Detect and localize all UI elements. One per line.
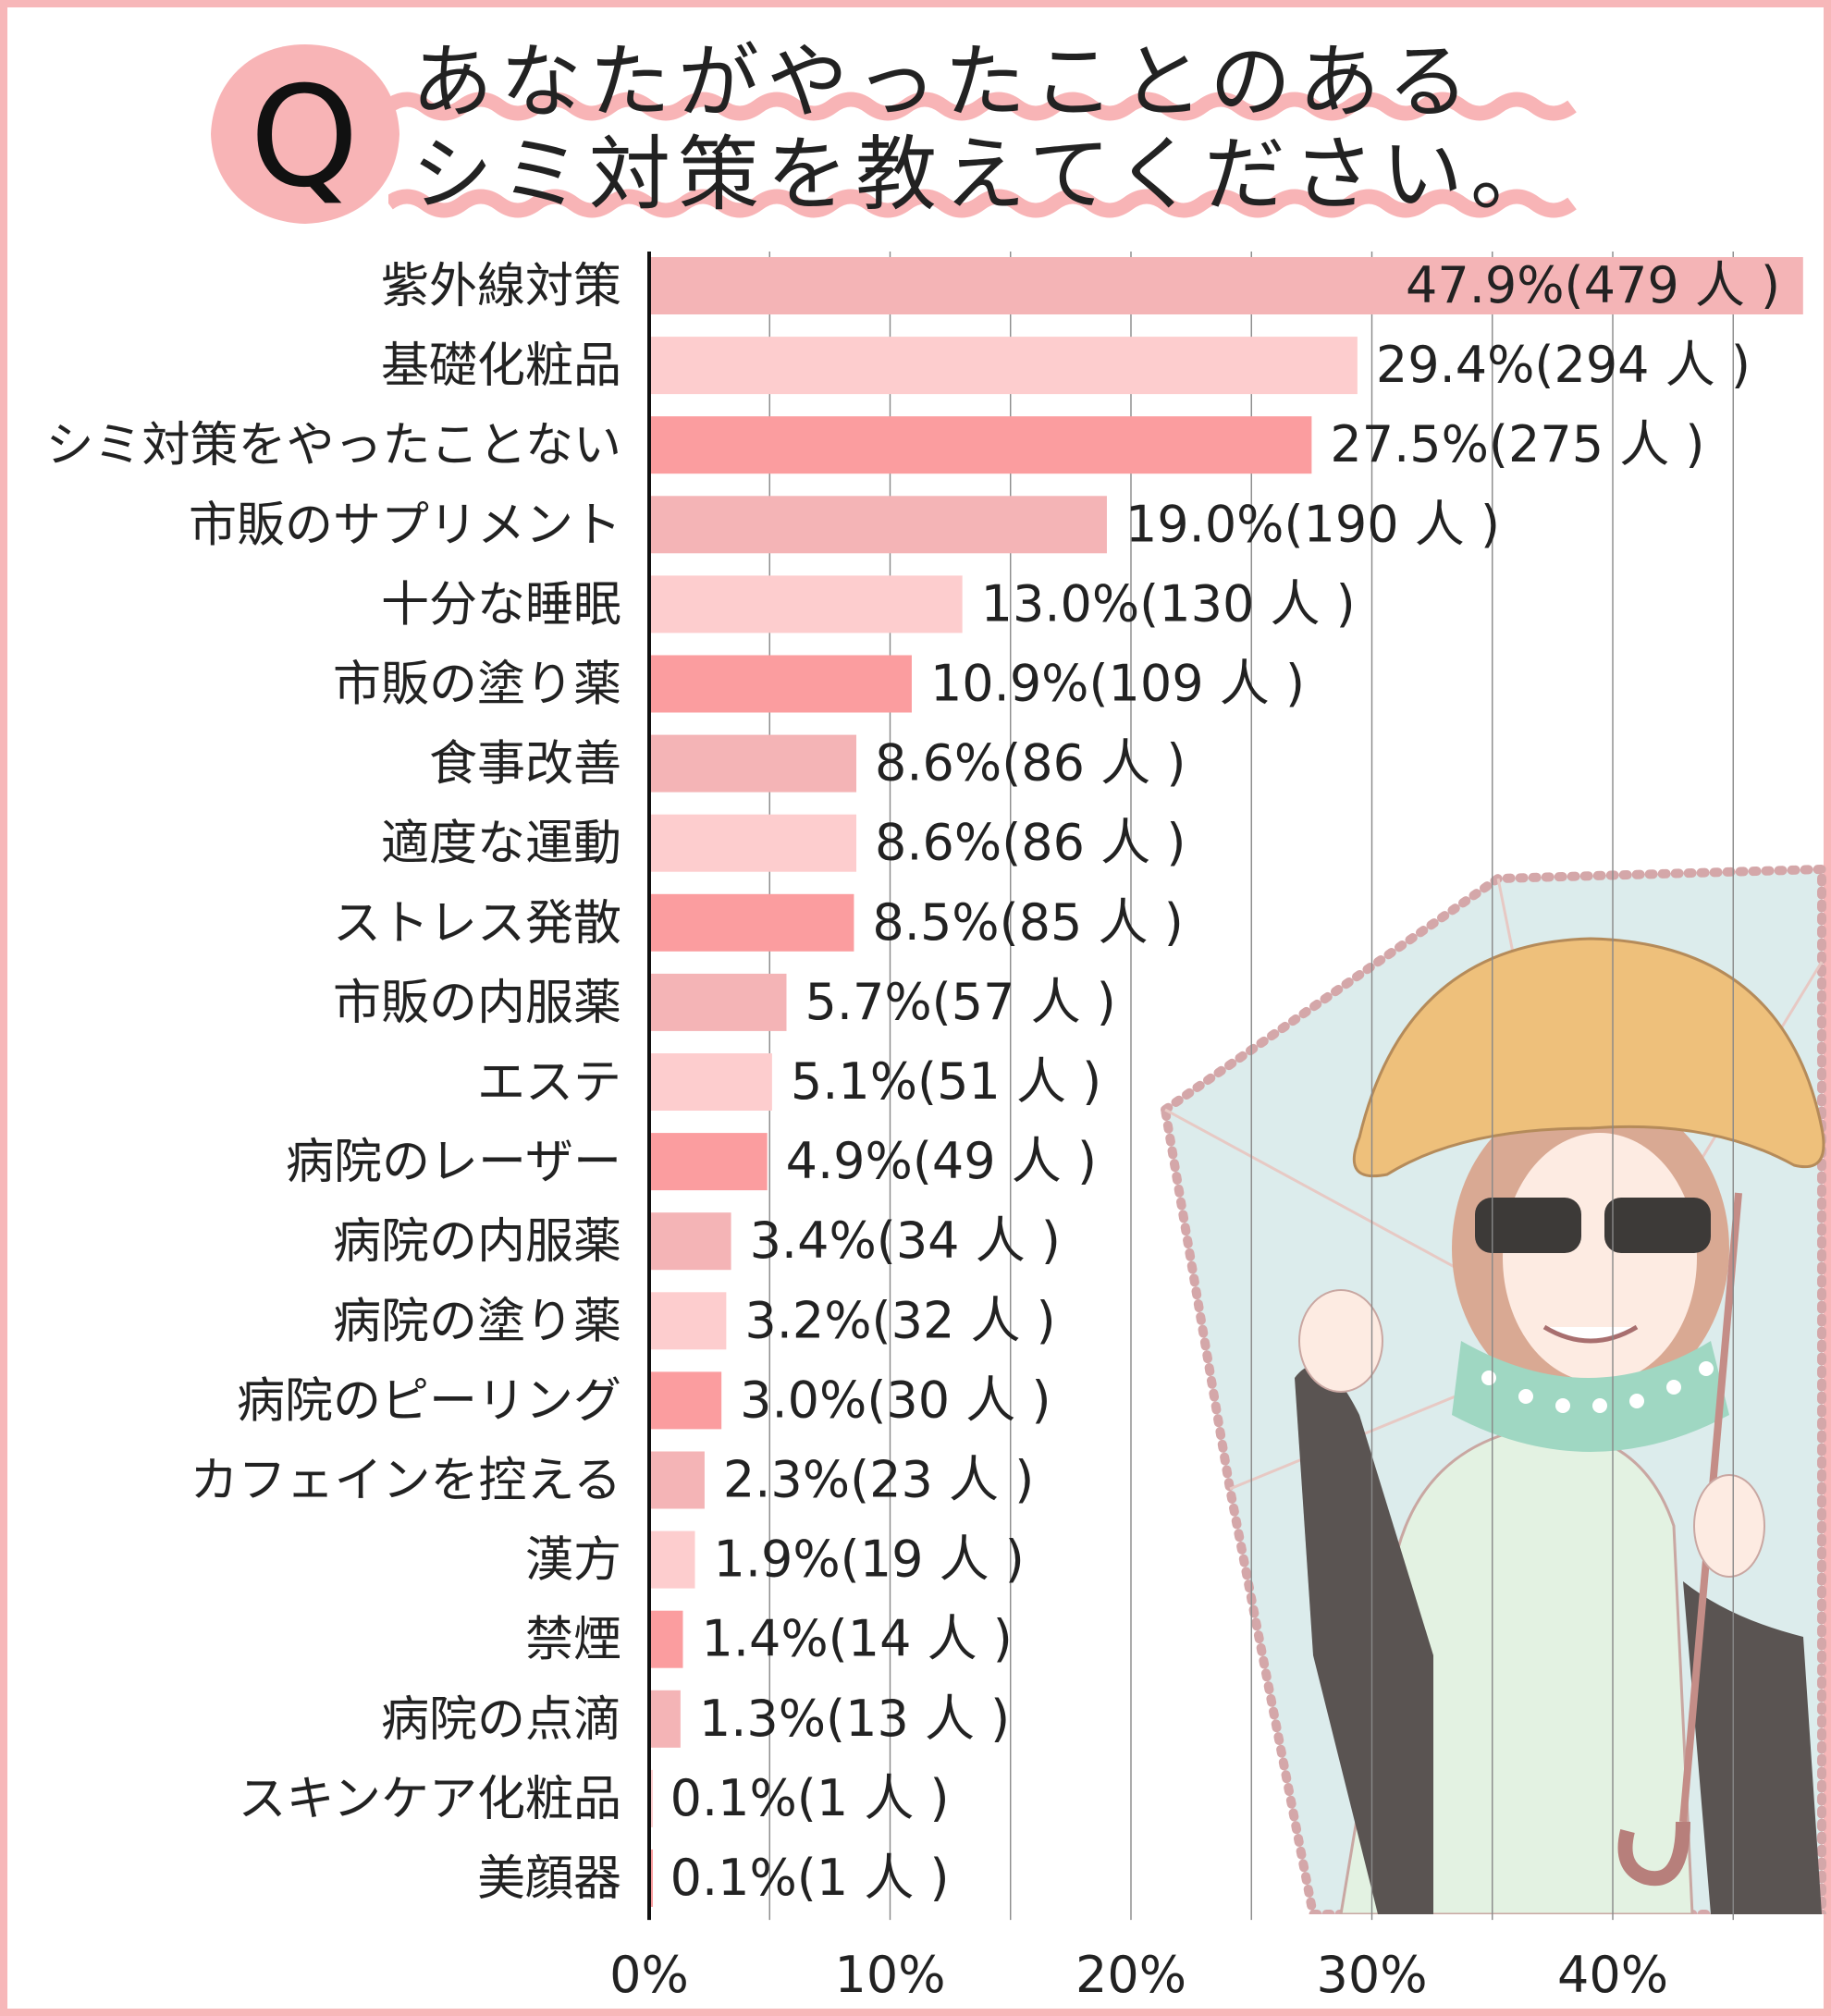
bar bbox=[649, 257, 1803, 314]
data-label: 13.0%(130 人 ) bbox=[981, 574, 1356, 633]
x-tick-label: 40% bbox=[1557, 1946, 1668, 2004]
data-label: 1.9%(19 人 ) bbox=[713, 1530, 1024, 1589]
x-tick-label: 0% bbox=[609, 1946, 689, 2004]
bar bbox=[649, 496, 1107, 554]
category-label: 病院の内服薬 bbox=[333, 1214, 621, 1270]
data-label: 3.2%(32 人 ) bbox=[744, 1291, 1055, 1349]
category-label: 禁煙 bbox=[525, 1613, 621, 1668]
category-label: 市販の塗り薬 bbox=[333, 658, 621, 713]
title-underline-1 bbox=[388, 92, 1577, 121]
category-label: 食事改善 bbox=[429, 737, 621, 793]
bar bbox=[649, 893, 854, 952]
bar bbox=[649, 575, 963, 633]
data-label: 10.9%(109 人 ) bbox=[930, 655, 1305, 713]
category-label: 美顔器 bbox=[477, 1851, 621, 1907]
x-tick-label: 30% bbox=[1316, 1946, 1427, 2004]
category-label: 漢方 bbox=[525, 1533, 621, 1589]
data-label: 3.4%(34 人 ) bbox=[750, 1211, 1061, 1270]
category-label: 基礎化粧品 bbox=[381, 338, 621, 394]
category-label: 市販の内服薬 bbox=[333, 976, 621, 1031]
x-tick-label: 20% bbox=[1075, 1946, 1186, 2004]
bar bbox=[649, 814, 857, 872]
data-label: 8.5%(85 人 ) bbox=[872, 893, 1183, 952]
data-label: 2.3%(23 人 ) bbox=[723, 1451, 1034, 1509]
data-label: 8.6%(86 人 ) bbox=[875, 734, 1186, 793]
bar bbox=[649, 337, 1358, 395]
data-label: 5.7%(57 人 ) bbox=[805, 973, 1115, 1031]
bar bbox=[649, 1053, 772, 1111]
data-label: 1.4%(14 人 ) bbox=[701, 1610, 1012, 1668]
question-letter: Q bbox=[250, 57, 360, 218]
category-label: 病院の点滴 bbox=[381, 1692, 621, 1748]
data-label: 0.1%(1 人 ) bbox=[670, 1769, 950, 1827]
category-label: 適度な運動 bbox=[381, 817, 621, 872]
bar bbox=[649, 416, 1312, 474]
data-label: 19.0%(190 人 ) bbox=[1125, 495, 1500, 553]
category-label: 病院の塗り薬 bbox=[333, 1294, 621, 1349]
data-label: 8.6%(86 人 ) bbox=[875, 814, 1186, 872]
bar bbox=[649, 1690, 681, 1748]
category-label: ストレス発散 bbox=[333, 896, 621, 952]
data-label: 1.3%(13 人 ) bbox=[699, 1690, 1010, 1748]
bar bbox=[649, 734, 857, 793]
category-label: 紫外線対策 bbox=[381, 259, 621, 314]
data-label: 47.9%(479 人 ) bbox=[1406, 256, 1780, 314]
title-underline-2 bbox=[388, 189, 1577, 218]
bar bbox=[649, 655, 912, 713]
question-badge bbox=[211, 44, 399, 224]
bar bbox=[649, 1212, 731, 1271]
category-label: 十分な睡眠 bbox=[381, 577, 621, 633]
bar bbox=[649, 1292, 727, 1350]
category-label: 病院のレーザー bbox=[286, 1135, 621, 1190]
category-label: スキンケア化粧品 bbox=[239, 1772, 621, 1827]
data-label: 27.5%(275 人 ) bbox=[1330, 415, 1704, 473]
title-line-1: あなたがやったことのある bbox=[412, 34, 1477, 129]
category-label: カフェインを控える bbox=[190, 1454, 621, 1509]
illustration-woman-with-parasol bbox=[1160, 864, 1826, 1914]
x-tick-label: 10% bbox=[834, 1946, 945, 2004]
bar bbox=[649, 1610, 683, 1668]
bar bbox=[649, 1371, 722, 1430]
category-label: シミ対策をやったことない bbox=[46, 418, 621, 473]
bar bbox=[649, 1133, 768, 1191]
data-label: 5.1%(51 人 ) bbox=[791, 1052, 1101, 1111]
data-label: 0.1%(1 人 ) bbox=[670, 1849, 950, 1907]
bar bbox=[649, 1530, 695, 1589]
bar bbox=[649, 1451, 705, 1509]
data-label: 3.0%(30 人 ) bbox=[740, 1371, 1051, 1429]
category-label: エステ bbox=[477, 1055, 621, 1111]
title-line-2: シミ対策を教えてください。 bbox=[412, 127, 1559, 222]
category-label: 病院のピーリング bbox=[237, 1373, 621, 1429]
bar bbox=[649, 973, 787, 1031]
data-label: 29.4%(294 人 ) bbox=[1376, 336, 1751, 394]
category-label: 市販のサプリメント bbox=[189, 498, 621, 553]
data-label: 4.9%(49 人 ) bbox=[786, 1132, 1097, 1190]
